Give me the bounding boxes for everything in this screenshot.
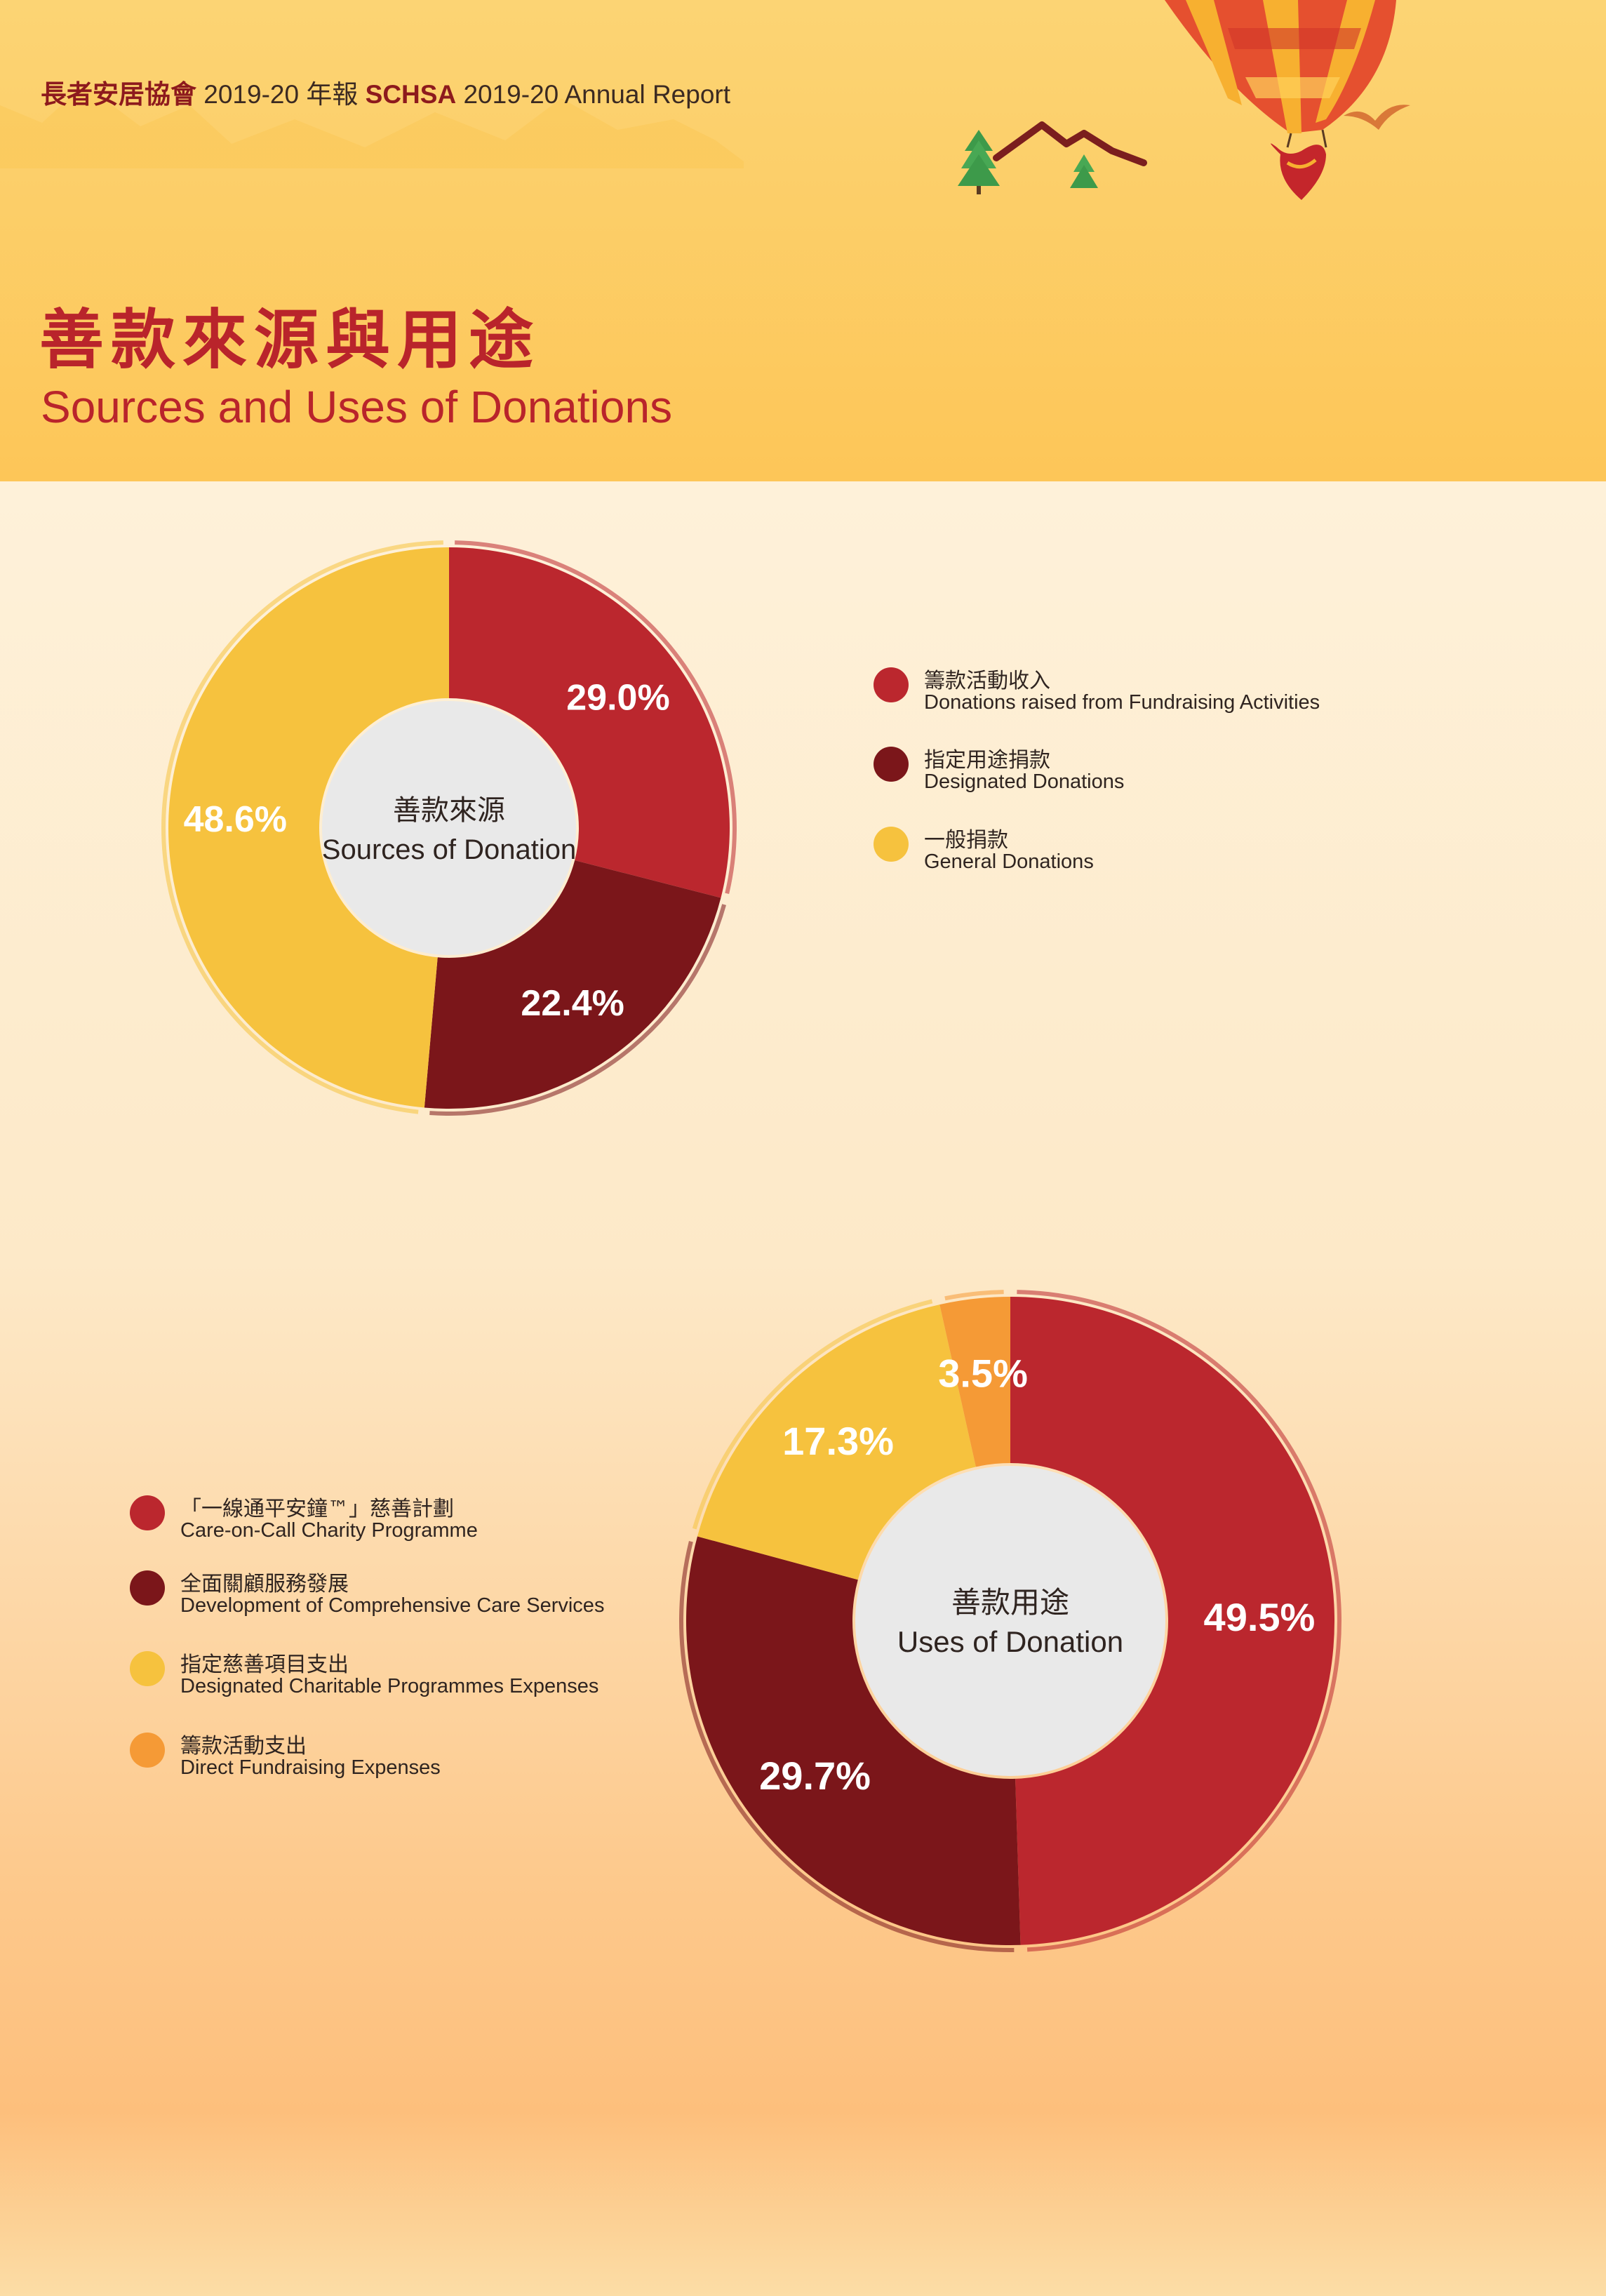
donut-slice [939, 1297, 1010, 1467]
legend-swatch [874, 747, 909, 782]
report-year-en: 2019-20 Annual Report [456, 80, 731, 109]
legend-swatch [130, 1495, 165, 1530]
legend-label-zh: 籌款活動收入 [924, 669, 1050, 693]
center-label-zh: 善款來源 [393, 794, 505, 827]
page-title-en: Sources and Uses of Donations [41, 382, 673, 432]
donut-slice [424, 860, 721, 1109]
legend-label-zh: 「一線通平安鐘™」慈善計劃 [180, 1497, 454, 1521]
donut-center [322, 701, 576, 955]
donut-slice [697, 1304, 976, 1580]
legend-label-zh: 籌款活動支出 [180, 1734, 307, 1758]
slice-percent-label: 49.5% [1204, 1595, 1316, 1639]
legend-label-en: Designated Donations [924, 770, 1125, 793]
legend-label-en: Direct Fundraising Expenses [180, 1756, 441, 1779]
legend-swatch [130, 1733, 165, 1768]
donut-center [855, 1466, 1165, 1776]
uses-donut-chart: 善款用途 Uses of Donation 49.5% 29.7% 17.3% 3.5% [679, 1290, 1341, 1952]
legend-label-en: Care-on-Call Charity Programme [180, 1519, 478, 1542]
pine-tree-icon [958, 130, 1000, 194]
slice-percent-label: 48.6% [184, 799, 287, 840]
donut-slice-brush [429, 904, 727, 1116]
legend-label-en: Designated Charitable Programmes Expense… [180, 1675, 599, 1697]
bird-icon [1344, 105, 1410, 130]
slice-percent-label: 29.7% [759, 1754, 871, 1798]
balloon-mountain-decoration [958, 0, 1410, 200]
mountain-icon [993, 121, 1147, 166]
legend-label-zh: 指定慈善項目支出 [180, 1653, 349, 1677]
legend-swatch [130, 1651, 165, 1686]
center-label-zh: 善款用途 [951, 1585, 1069, 1620]
legend-label-en: Development of Comprehensive Care Servic… [180, 1594, 605, 1617]
page-title-zh: 善款來源與用途 [39, 302, 541, 378]
legend-label-en: Donations raised from Fundraising Activi… [924, 691, 1320, 714]
legend-label-zh: 全面關顧服務發展 [180, 1572, 349, 1596]
legend-swatch [874, 667, 909, 702]
donut-slice [449, 547, 730, 898]
legend-label-zh: 一般捐款 [924, 828, 1008, 853]
donut-slice-brush [944, 1290, 1004, 1301]
sources-donut-chart: 善款來源 Sources of Donation 29.0% 22.4% 48.6% [161, 540, 737, 1116]
slice-percent-label: 29.0% [566, 677, 669, 718]
running-title: 長者安居協會 2019-20 年報 SCHSA 2019-20 Annual R… [41, 73, 730, 111]
org-name-en: SCHSA [365, 80, 457, 109]
donut-slice [1010, 1297, 1334, 1945]
donut-slice [168, 547, 449, 1108]
uses-legend: 「一線通平安鐘™」慈善計劃 Care-on-Call Charity Progr… [130, 1491, 691, 1800]
slice-percent-label: 17.3% [782, 1419, 894, 1463]
center-label-en: Sources of Donation [322, 834, 576, 865]
report-year-zh: 2019-20 年報 [196, 80, 366, 109]
mountain-silhouette-decoration [0, 84, 744, 168]
hot-air-balloon-icon [1165, 0, 1396, 200]
donut-slice [685, 1536, 1021, 1945]
sources-legend: 籌款活動收入 Donations raised from Fundraising… [874, 663, 1435, 895]
slice-percent-label: 3.5% [938, 1351, 1028, 1396]
pine-tree-icon [1070, 154, 1098, 188]
slice-percent-label: 22.4% [521, 983, 624, 1024]
legend-swatch [130, 1570, 165, 1606]
legend-swatch [874, 827, 909, 862]
legend-label-en: General Donations [924, 850, 1094, 873]
center-label-en: Uses of Donation [897, 1625, 1123, 1658]
legend-label-zh: 指定用途捐款 [924, 748, 1050, 773]
org-name-zh: 長者安居協會 [41, 80, 196, 109]
